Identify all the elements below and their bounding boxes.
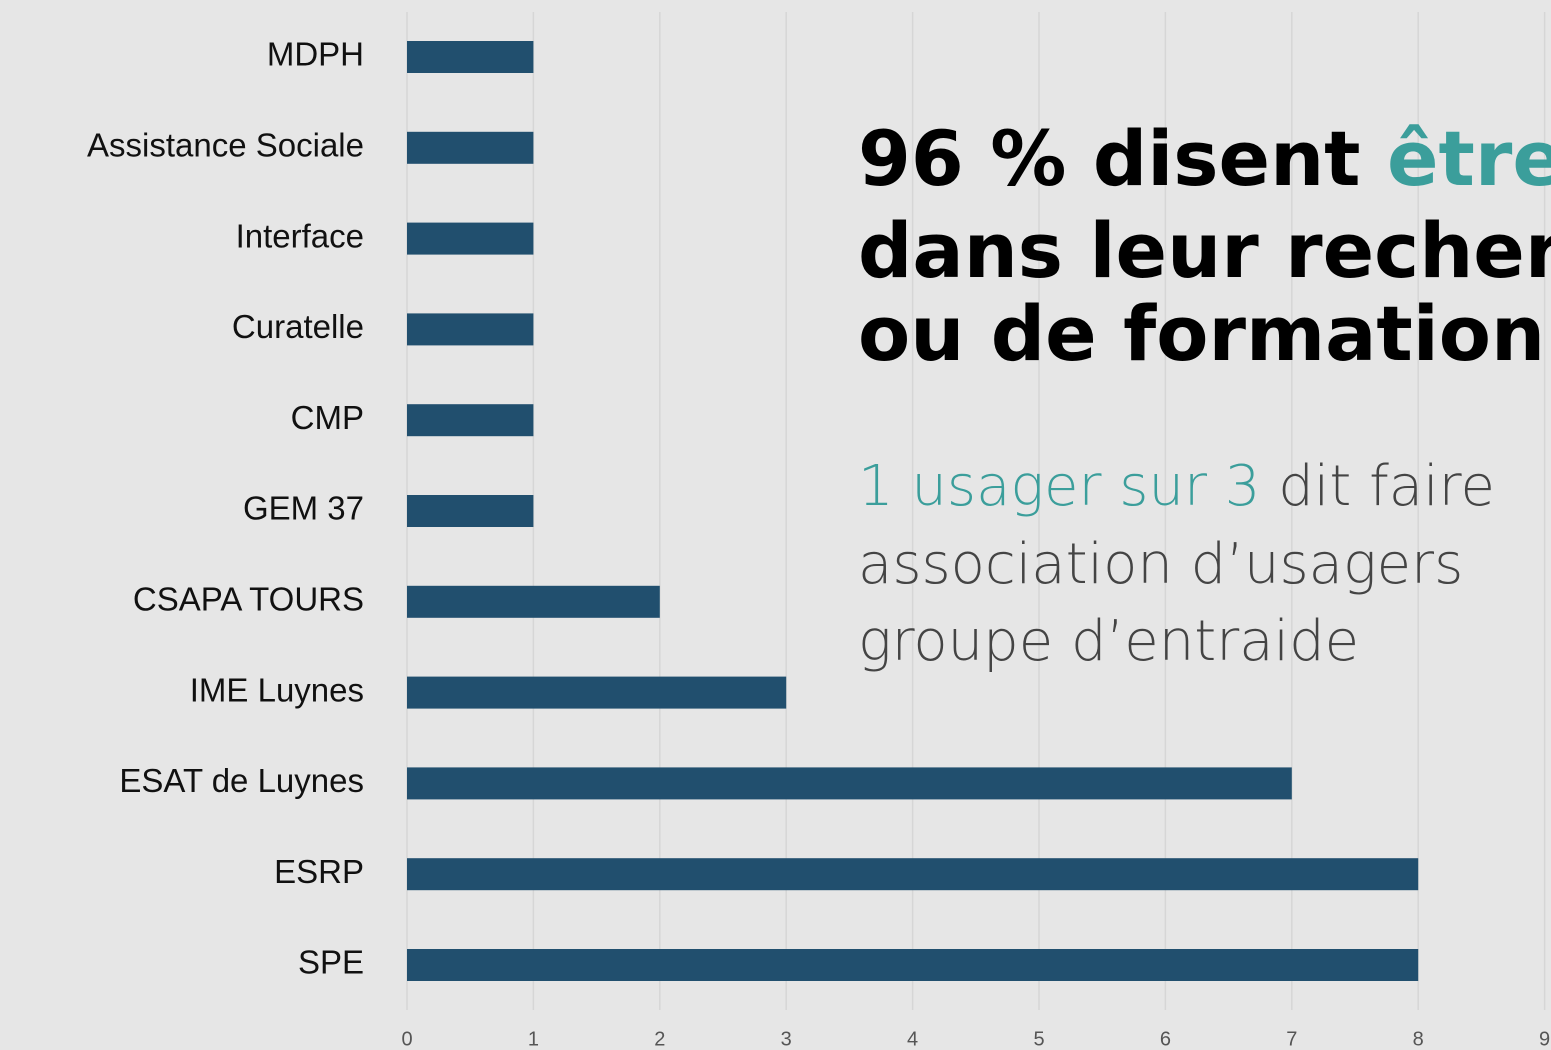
y-tick-label: Interface bbox=[236, 217, 364, 254]
headline-segment: être bbox=[1387, 114, 1551, 203]
y-tick-label: SPE bbox=[298, 944, 364, 981]
bar bbox=[407, 404, 534, 437]
x-tick-label: 9 bbox=[1539, 1028, 1550, 1050]
x-tick-label: 1 bbox=[528, 1028, 539, 1050]
bar bbox=[407, 585, 660, 618]
headline-line: dans leur recher bbox=[858, 206, 1551, 295]
x-tick-label: 8 bbox=[1413, 1028, 1424, 1050]
x-tick-label: 6 bbox=[1160, 1028, 1171, 1050]
y-tick-label: IME Luynes bbox=[190, 671, 364, 708]
bar bbox=[407, 41, 534, 73]
y-tick-label: CSAPA TOURS bbox=[133, 581, 364, 618]
x-tick-label: 7 bbox=[1286, 1028, 1297, 1050]
bar bbox=[407, 858, 1419, 891]
subtext-segment: dit faire bbox=[1260, 454, 1495, 519]
y-tick-label: ESRP bbox=[274, 853, 364, 890]
subtext-segment: association d’usagers bbox=[858, 532, 1463, 597]
bar bbox=[407, 131, 534, 164]
headline-line: 96 % disent être bbox=[858, 114, 1551, 203]
y-tick-label: GEM 37 bbox=[243, 490, 364, 527]
subtext-line: association d’usagers bbox=[858, 532, 1463, 597]
bar bbox=[407, 949, 1419, 981]
y-tick-label: CMP bbox=[291, 399, 364, 436]
x-tick-label: 3 bbox=[781, 1028, 792, 1050]
bar bbox=[407, 495, 534, 527]
bar bbox=[407, 676, 787, 709]
y-tick-label: Curatelle bbox=[232, 308, 364, 345]
y-tick-label: Assistance Sociale bbox=[87, 127, 364, 164]
x-tick-label: 0 bbox=[401, 1028, 412, 1050]
bar bbox=[407, 767, 1292, 800]
headline-line: ou de formation bbox=[858, 289, 1545, 378]
headline-segment: dans leur recher bbox=[858, 206, 1551, 295]
bar bbox=[407, 222, 534, 255]
y-tick-label: ESAT de Luynes bbox=[119, 762, 364, 799]
x-tick-label: 5 bbox=[1033, 1028, 1044, 1050]
headline-segment: 96 % disent bbox=[858, 114, 1387, 203]
headline-segment: ou de formation bbox=[858, 289, 1545, 378]
y-tick-label: MDPH bbox=[267, 36, 364, 73]
bar bbox=[407, 313, 534, 346]
x-tick-label: 2 bbox=[654, 1028, 665, 1050]
subtext-segment: groupe d’entraide bbox=[858, 609, 1359, 674]
subtext-line: groupe d’entraide bbox=[858, 609, 1359, 674]
subtext-line: 1 usager sur 3 dit faire bbox=[858, 454, 1495, 519]
subtext-segment: 1 usager sur 3 bbox=[858, 454, 1260, 519]
x-tick-label: 4 bbox=[907, 1028, 918, 1050]
